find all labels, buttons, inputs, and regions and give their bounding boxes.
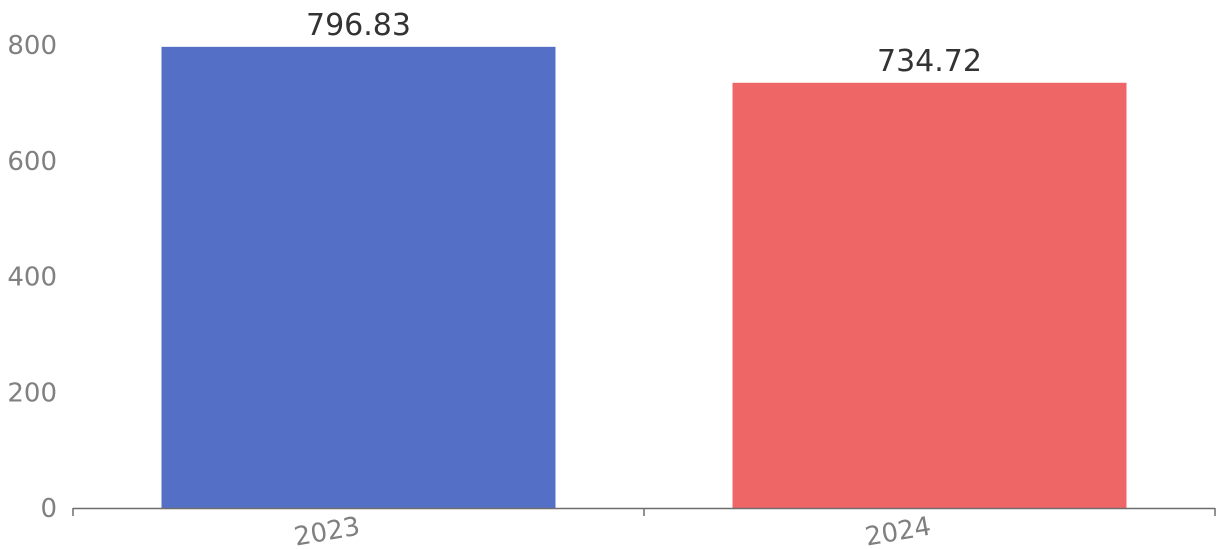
bar-2024 [732,82,1127,509]
bars [161,46,1127,509]
x-tick-label: 2023 [292,512,362,549]
x-tick-label: 2024 [863,512,933,549]
data-label-2024: 734.72 [877,44,982,79]
y-tick-label: 0 [40,494,57,524]
bar-2023 [161,46,556,509]
data-label-2023: 796.83 [306,8,411,43]
data-labels: 796.83 734.72 [304,6,984,81]
y-axis-ticks: 0 200 400 600 800 [7,31,57,524]
x-axis-ticks [72,508,1216,516]
y-tick-label: 800 [7,31,57,61]
y-tick-label: 600 [7,147,57,177]
y-tick-label: 400 [7,263,57,293]
y-tick-label: 200 [7,378,57,408]
x-axis-labels: 2023 2024 [292,512,933,549]
